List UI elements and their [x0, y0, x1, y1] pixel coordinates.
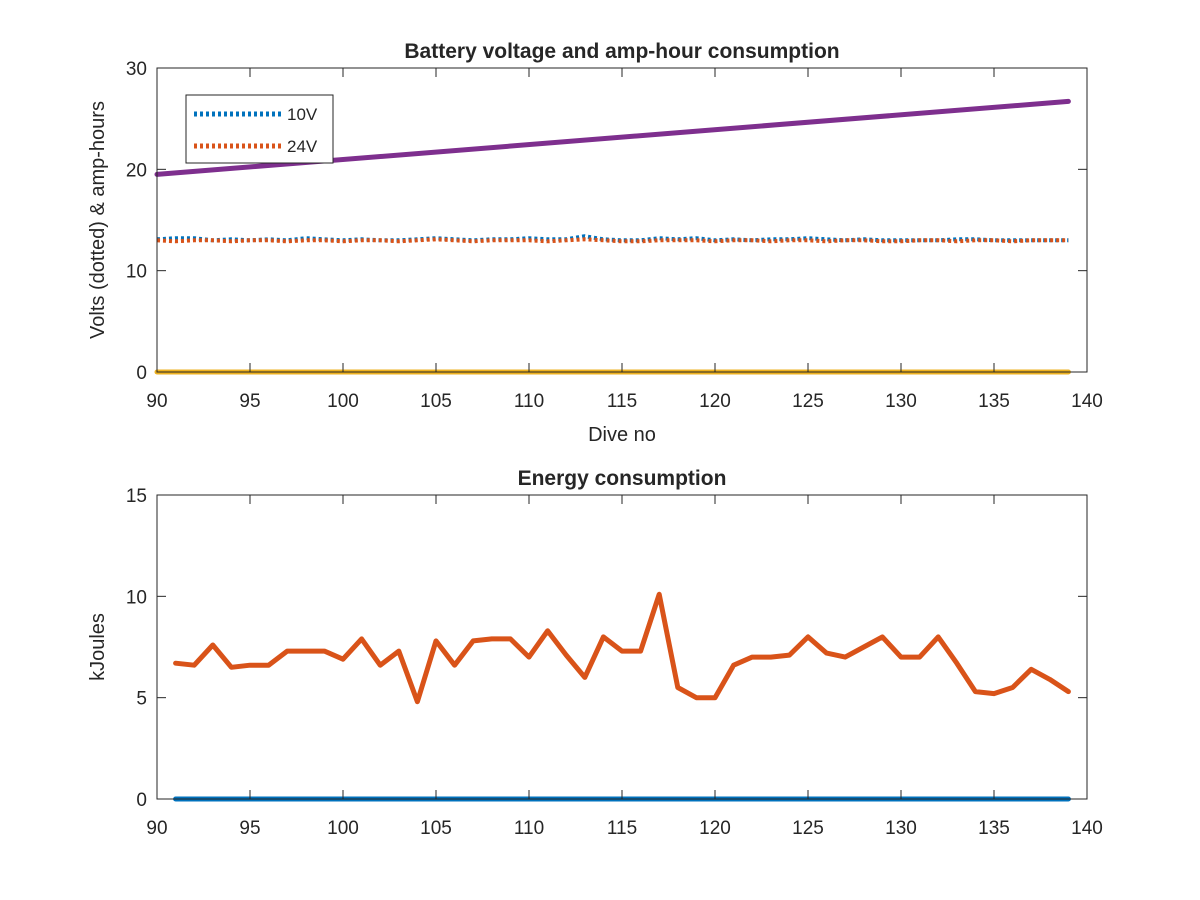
- energy-y-tick-label: 5: [136, 689, 147, 710]
- voltage-y-tick-label: 20: [126, 160, 147, 181]
- voltage-x-tick-label: 130: [885, 391, 917, 412]
- energy-x-tick-label: 140: [1071, 818, 1103, 839]
- energy-ticks-layer: 90 95 100 105 110 115 120 125 130 135 140 0 5 10 15: [126, 486, 1103, 839]
- voltage-y-tick-label: 10: [126, 262, 147, 283]
- voltage-ticks-layer: 90 95 100 105 110 115 120 125 130 135 140 0 10 20 30: [126, 59, 1103, 412]
- energy-x-tick-label: 125: [792, 818, 824, 839]
- energy-axes: 90 95 100 105 110 115 120 125 130 135 140 0 5 10 15 En…: [87, 467, 1103, 839]
- energy-chart-title: Energy consumption: [518, 467, 727, 490]
- legend-label-24v: 24V: [287, 137, 318, 156]
- energy-x-tick-label: 95: [239, 818, 260, 839]
- energy-x-tick-label: 135: [978, 818, 1010, 839]
- voltage-x-axis-label: Dive no: [588, 424, 656, 446]
- voltage-x-tick-label: 100: [327, 391, 359, 412]
- voltage-x-tick-label: 135: [978, 391, 1010, 412]
- voltage-y-tick-label: 0: [136, 363, 147, 384]
- voltage-chart-title: Battery voltage and amp-hour consumption: [404, 40, 839, 63]
- energy-x-tick-label: 130: [885, 818, 917, 839]
- energy-x-tick-label: 120: [699, 818, 731, 839]
- energy-x-tick-label: 115: [607, 818, 637, 839]
- voltage-x-tick-label: 120: [699, 391, 731, 412]
- voltage-x-tick-label: 95: [239, 391, 260, 412]
- voltage-x-tick-label: 110: [514, 391, 544, 412]
- voltage-x-tick-label: 105: [420, 391, 452, 412]
- energy-y-tick-label: 10: [126, 587, 147, 608]
- voltage-x-tick-label: 115: [607, 391, 637, 412]
- voltage-x-tick-label: 125: [792, 391, 824, 412]
- legend-label-10v: 10V: [287, 105, 318, 124]
- legend-box: [185, 94, 334, 164]
- energy-x-tick-label: 90: [146, 818, 167, 839]
- energy-x-tick-label: 100: [327, 818, 359, 839]
- voltage-x-tick-label: 140: [1071, 391, 1103, 412]
- energy-y-tick-label: 15: [126, 486, 147, 507]
- voltage-series-24v: [156, 237, 1069, 244]
- voltage-y-axis-label: Volts (dotted) & amp-hours: [87, 101, 109, 339]
- energy-y-tick-label: 0: [136, 790, 147, 811]
- energy-x-tick-label: 105: [420, 818, 452, 839]
- legend: 10V 24V: [185, 94, 334, 164]
- energy-series-line-2: [173, 591, 1071, 705]
- voltage-x-tick-label: 90: [146, 391, 167, 412]
- voltage-y-tick-label: 30: [126, 59, 147, 80]
- voltage-axes: 90 95 100 105 110 115 120 125 130 135 140 0 10 20 30 B…: [87, 40, 1103, 446]
- energy-y-axis-label: kJoules: [87, 613, 109, 681]
- energy-x-tick-label: 110: [514, 818, 544, 839]
